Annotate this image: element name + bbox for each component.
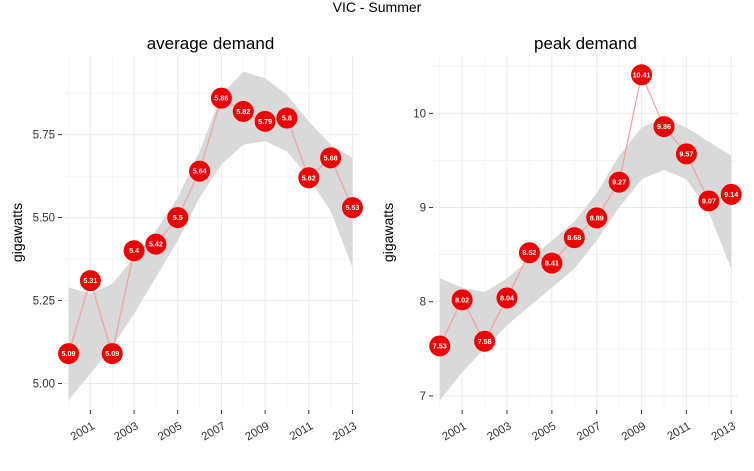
data-label: 5.53 xyxy=(345,203,359,212)
x-tick-label: 2009 xyxy=(620,420,648,443)
data-label: 8.41 xyxy=(545,259,559,268)
data-label: 5.86 xyxy=(214,94,228,103)
x-tick-label: 2011 xyxy=(288,420,315,443)
data-point xyxy=(474,330,496,352)
data-label: 5.82 xyxy=(236,107,250,116)
x-tick-label: 2007 xyxy=(575,420,603,443)
x-tick-label: 2011 xyxy=(665,420,692,443)
y-tick-label: 7 xyxy=(420,391,426,403)
data-label: 5.62 xyxy=(302,173,316,182)
y-tick-label: 5.50 xyxy=(33,213,55,225)
data-point xyxy=(341,197,363,219)
y-tick-label: 5.75 xyxy=(33,130,55,142)
data-label: 5.42 xyxy=(149,240,163,249)
data-point xyxy=(101,343,123,365)
data-point xyxy=(586,207,608,229)
data-point xyxy=(631,64,653,86)
data-point xyxy=(518,242,540,264)
data-point xyxy=(451,289,473,311)
data-label: 5.5 xyxy=(173,213,183,222)
chart-average-demand: 5.09 5.31 5.09 5.4 5.42 5.5 5.64 5.86 5.82 5.79 5.… xyxy=(9,34,363,443)
x-tick-label: 2001 xyxy=(440,420,468,443)
panel-title: average demand xyxy=(147,34,275,53)
data-label: 5.4 xyxy=(129,246,139,255)
data-label: 5.09 xyxy=(62,349,76,358)
data-point xyxy=(720,183,742,205)
smooth-confidence-band xyxy=(68,71,353,400)
series-line xyxy=(68,97,353,354)
panel-title: peak demand xyxy=(534,34,637,53)
y-tick-label: 5.25 xyxy=(33,296,55,308)
y-tick-label: 10 xyxy=(413,108,426,120)
data-label: 5.09 xyxy=(105,349,119,358)
y-axis-label: gigawatts xyxy=(9,203,25,262)
data-point xyxy=(79,270,101,292)
data-label: 9.27 xyxy=(612,178,626,187)
y-tick-label: 9 xyxy=(420,203,426,215)
x-tick-label: 2013 xyxy=(331,420,359,443)
chart-peak-demand: 7.53 8.02 7.58 8.04 8.52 8.41 8.68 8.89 9.27 10.4… xyxy=(380,34,742,443)
data-point xyxy=(608,171,630,193)
y-axis-label: gigawatts xyxy=(380,203,396,262)
x-tick-label: 2003 xyxy=(485,420,513,443)
data-label: 5.64 xyxy=(193,167,207,176)
data-label: 10.41 xyxy=(633,70,651,79)
data-label: 5.31 xyxy=(83,276,97,285)
data-point xyxy=(232,100,254,122)
data-point xyxy=(123,240,145,262)
data-label: 8.89 xyxy=(590,213,604,222)
data-label: 9.57 xyxy=(679,149,693,158)
data-point xyxy=(563,227,585,249)
x-tick-label: 2003 xyxy=(112,420,140,443)
data-point xyxy=(189,160,211,182)
data-point xyxy=(210,87,232,109)
data-label: 5.79 xyxy=(258,117,272,126)
data-point xyxy=(496,287,518,309)
data-label: 5.8 xyxy=(282,114,292,123)
data-label: 9.86 xyxy=(657,122,671,131)
smooth-confidence-band xyxy=(439,118,732,401)
y-tick-label: 8 xyxy=(420,297,426,309)
x-tick-label: 2013 xyxy=(710,420,738,443)
data-point xyxy=(167,207,189,229)
data-label: 5.68 xyxy=(324,153,338,162)
data-point xyxy=(698,190,720,212)
x-tick-label: 2005 xyxy=(530,420,558,443)
data-label: 8.68 xyxy=(567,233,581,242)
data-point xyxy=(254,110,276,132)
data-point xyxy=(675,143,697,165)
x-tick-label: 2009 xyxy=(243,420,271,443)
data-label: 7.58 xyxy=(478,337,492,346)
data-label: 9.14 xyxy=(724,190,738,199)
figure-title: VIC - Summer xyxy=(333,0,422,15)
data-point xyxy=(320,147,342,169)
data-point xyxy=(58,343,80,365)
x-tick-label: 2001 xyxy=(69,420,97,443)
data-point xyxy=(276,107,298,129)
data-point xyxy=(653,116,675,138)
data-label: 8.04 xyxy=(500,293,514,302)
data-label: 8.52 xyxy=(522,248,536,257)
data-label: 8.02 xyxy=(455,295,469,304)
data-point xyxy=(145,233,167,255)
data-point xyxy=(541,252,563,274)
data-label: 7.53 xyxy=(433,341,447,350)
x-tick-label: 2005 xyxy=(156,420,184,443)
x-tick-label: 2007 xyxy=(200,420,228,443)
y-tick-label: 5.00 xyxy=(33,378,55,390)
data-point xyxy=(429,335,451,357)
data-point xyxy=(298,167,320,189)
data-label: 9.07 xyxy=(702,196,716,205)
